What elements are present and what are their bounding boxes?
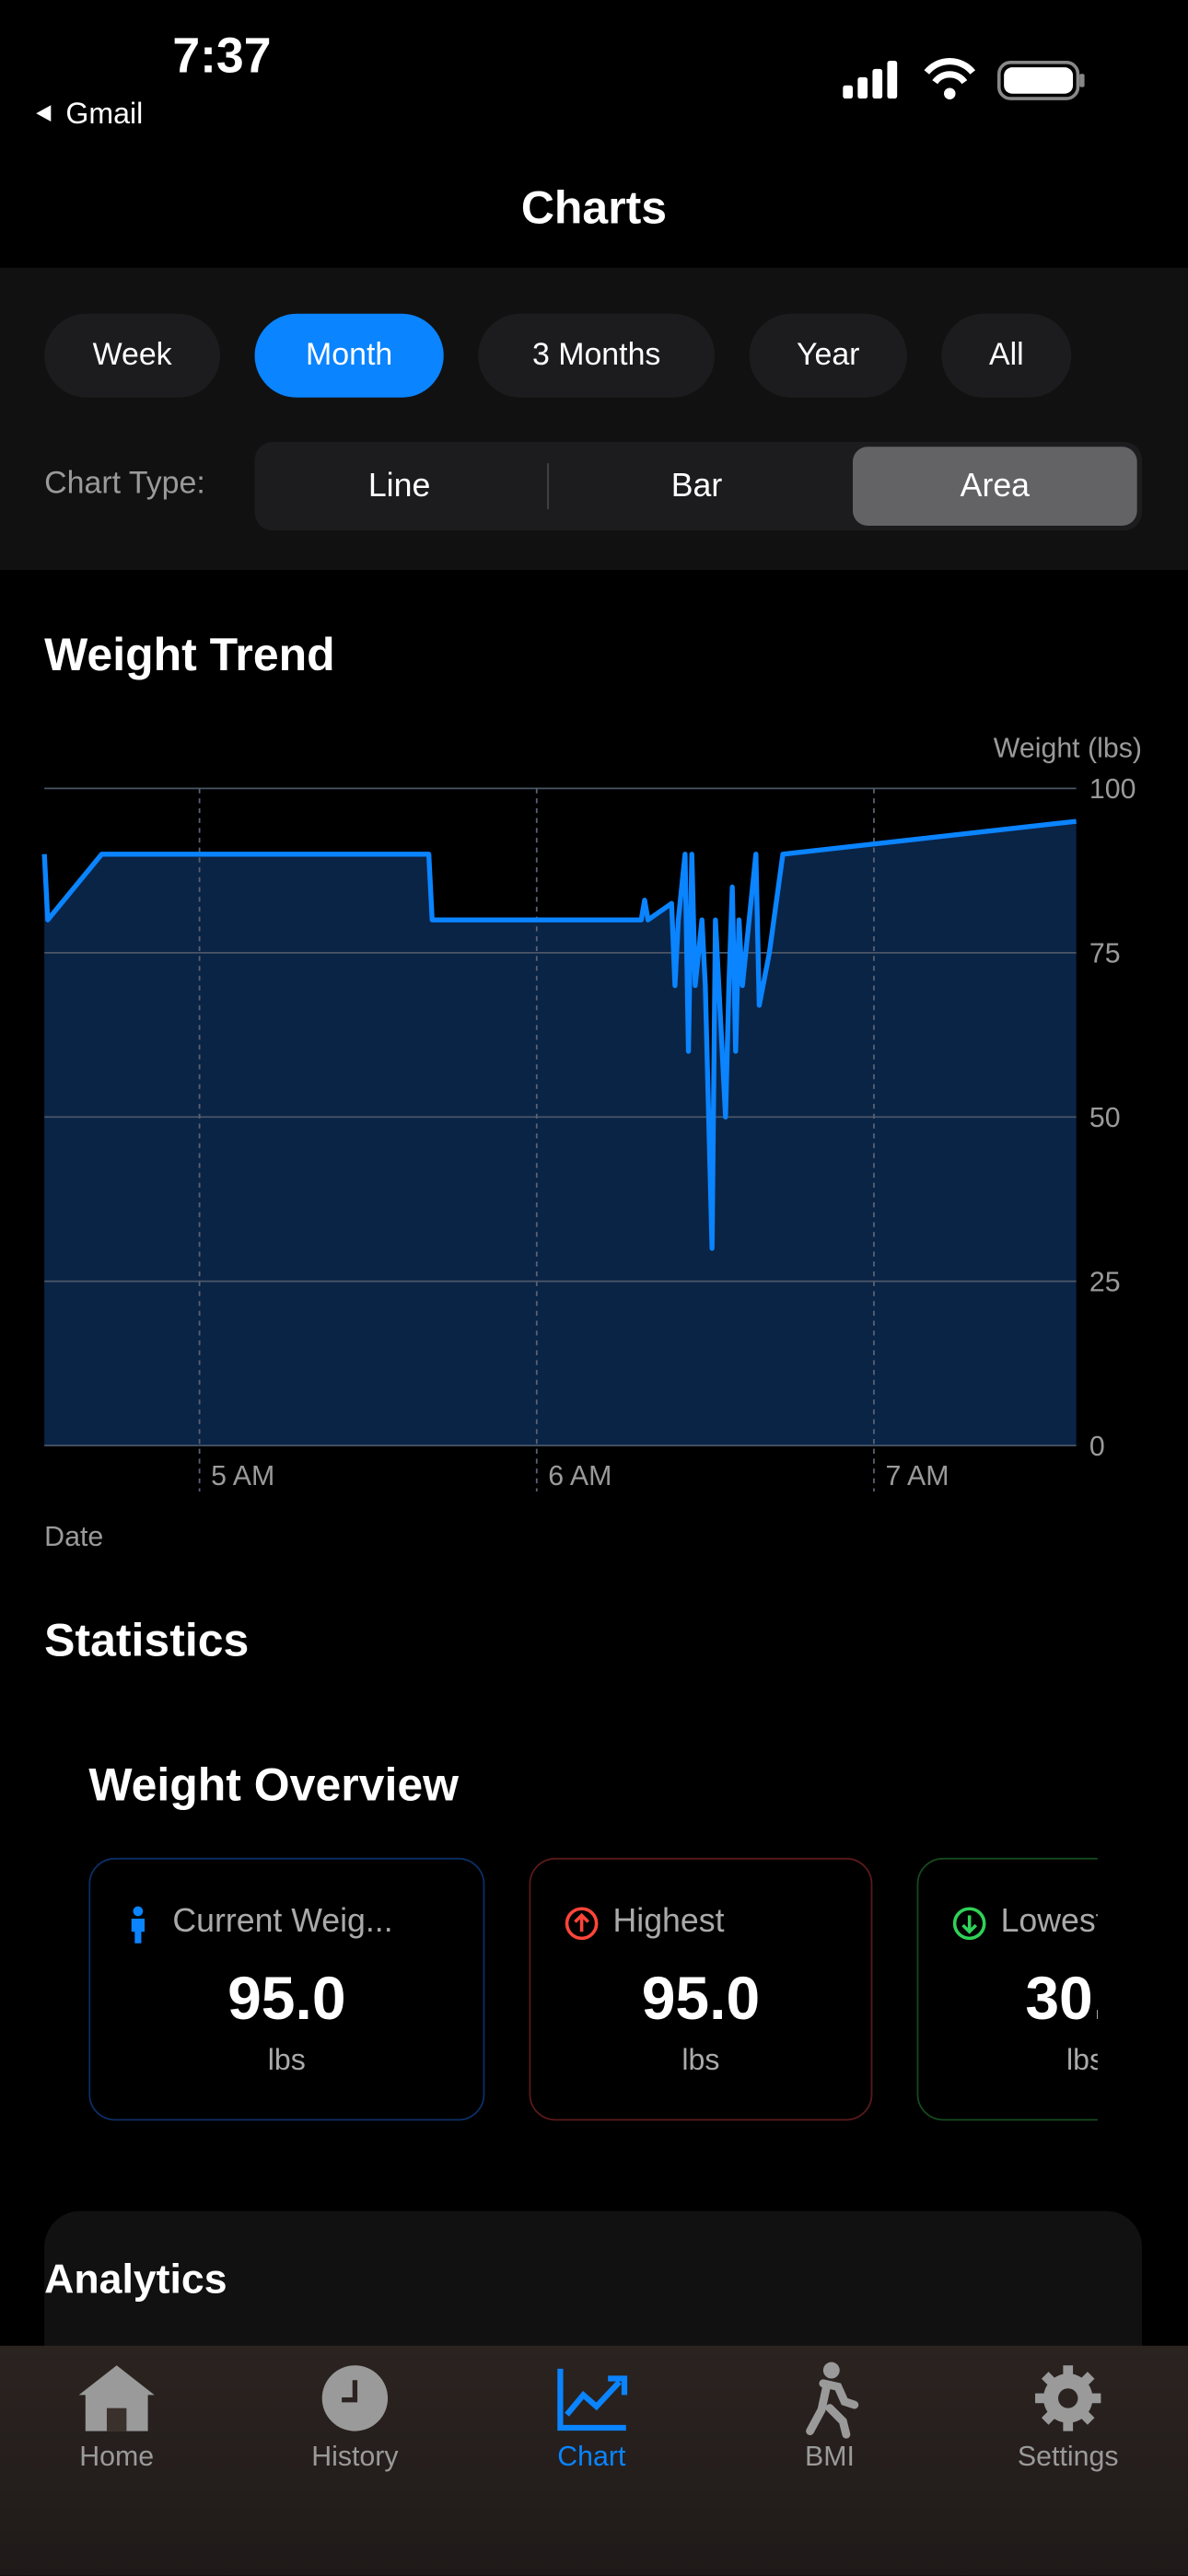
analytics-title: Analytics bbox=[44, 2257, 227, 2303]
chart: Weight (lbs) Date 0 25 50 75 100 5 AM 6 AM 7 AM bbox=[41, 734, 1142, 1552]
area-line bbox=[41, 818, 1077, 1251]
card-label: Highest bbox=[612, 1903, 725, 1941]
y-tick-label: 75 bbox=[1089, 939, 1121, 969]
y-axis-label: Weight (lbs) bbox=[994, 734, 1142, 764]
area-fill bbox=[44, 821, 1077, 1446]
segment[interactable]: Line bbox=[367, 467, 431, 504]
person-icon bbox=[131, 1906, 146, 1944]
x-tick-label: 7 AM bbox=[885, 1461, 949, 1491]
back-arrow bbox=[36, 105, 52, 122]
cards-scroller[interactable]: Current Weig... 95.0 lbs Highest 95.0 lb… bbox=[88, 1839, 1098, 2152]
back-app[interactable]: Gmail bbox=[65, 97, 144, 130]
card-value: 95.0 bbox=[641, 1964, 761, 2033]
period-button[interactable]: Week bbox=[44, 313, 221, 398]
overview-title: Weight Overview bbox=[88, 1758, 459, 1811]
tab-label[interactable]: Home bbox=[79, 2441, 155, 2473]
period-button[interactable]: Year bbox=[749, 313, 907, 398]
tab-bar bbox=[0, 2345, 1188, 2576]
stat-card: Highest 95.0 lbs bbox=[529, 1857, 873, 2121]
period-button[interactable]: 3 Months bbox=[478, 313, 716, 398]
y-tick-label: 0 bbox=[1089, 1432, 1105, 1462]
segment-divider bbox=[547, 463, 549, 510]
period-button[interactable]: All bbox=[941, 313, 1072, 398]
card-unit: lbs bbox=[1066, 2043, 1098, 2077]
y-tick-label: 100 bbox=[1089, 774, 1136, 805]
segment[interactable]: Bar bbox=[670, 467, 723, 504]
stat-card: Lowest 30.0 lbs bbox=[916, 1857, 1098, 2121]
period-button-selected[interactable]: Month bbox=[254, 313, 444, 398]
card-label: Current Weig... bbox=[172, 1903, 393, 1941]
up-icon bbox=[565, 1907, 599, 1941]
chart-title: Weight Trend bbox=[44, 629, 335, 680]
x-tick-label: 5 AM bbox=[211, 1461, 274, 1491]
tab-label[interactable]: BMI bbox=[805, 2441, 855, 2473]
card-unit: lbs bbox=[267, 2043, 306, 2077]
card-label: Lowest bbox=[1000, 1903, 1098, 1941]
tab-label-selected[interactable]: Chart bbox=[557, 2441, 626, 2473]
x-axis-label: Date bbox=[44, 1522, 103, 1552]
tab-icons bbox=[78, 2361, 1101, 2439]
card-value: 30.0 bbox=[1025, 1964, 1098, 2033]
section-title: Statistics bbox=[44, 1614, 250, 1666]
y-tick-label: 50 bbox=[1089, 1103, 1121, 1133]
chart-type-label: Chart Type: bbox=[44, 466, 205, 502]
status-time: 7:37 bbox=[172, 29, 272, 84]
nav-title: Charts bbox=[520, 182, 668, 234]
tab-label[interactable]: History bbox=[311, 2441, 399, 2473]
status-icons bbox=[843, 58, 1085, 100]
stat-card: Current Weig... 95.0 lbs bbox=[88, 1857, 485, 2121]
card-value: 95.0 bbox=[227, 1964, 346, 2033]
card-unit: lbs bbox=[681, 2043, 720, 2077]
tab-label[interactable]: Settings bbox=[1017, 2441, 1119, 2473]
segment-selected[interactable]: Area bbox=[852, 447, 1137, 526]
y-tick-label: 25 bbox=[1089, 1267, 1121, 1297]
x-tick-label: 6 AM bbox=[548, 1461, 611, 1491]
down-icon bbox=[952, 1907, 986, 1941]
